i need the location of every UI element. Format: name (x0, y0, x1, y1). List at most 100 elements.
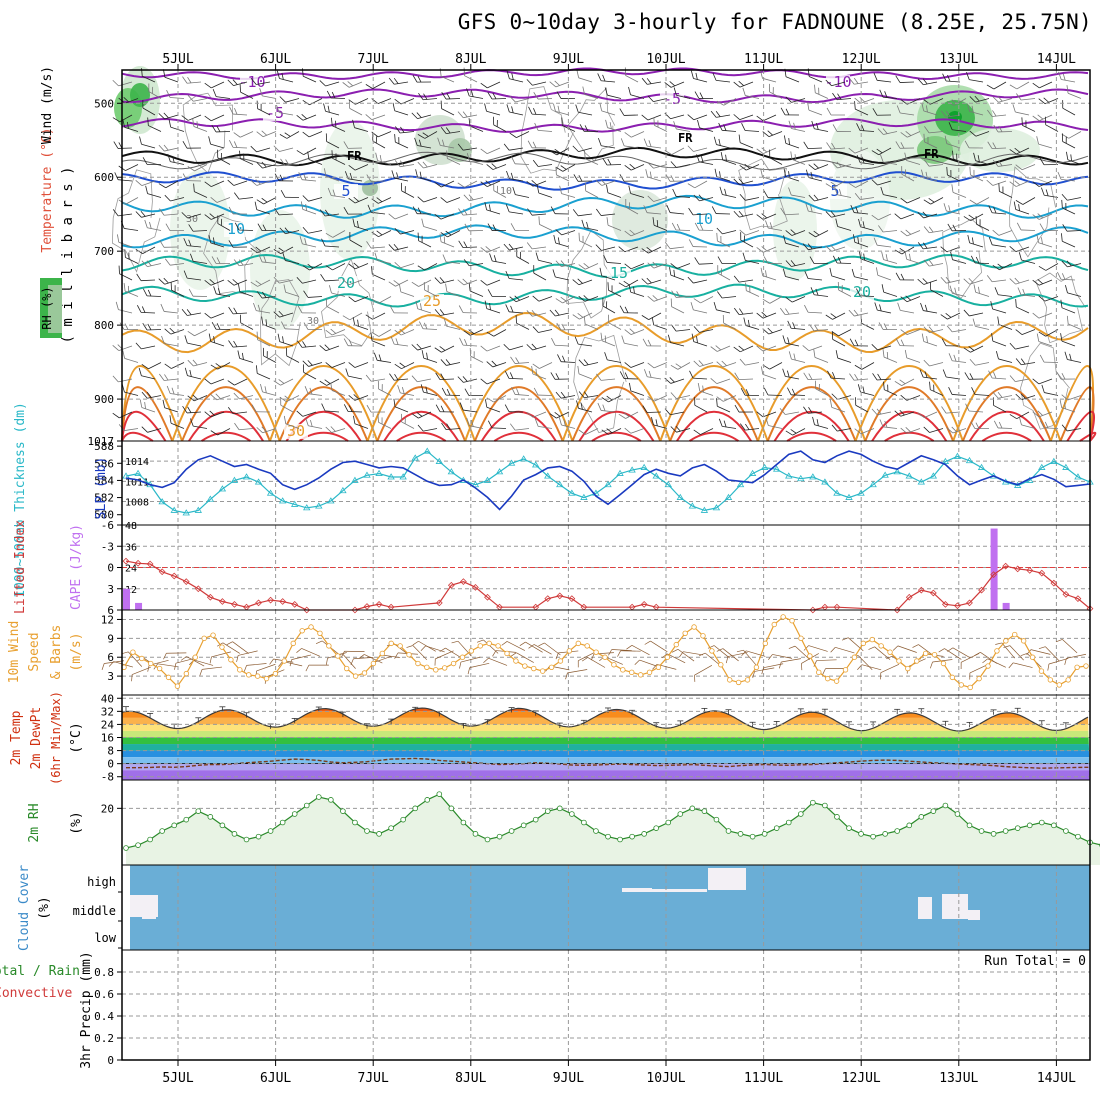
wind-barb-flag (788, 351, 792, 360)
rh2m-point (171, 822, 178, 829)
wind-barb (549, 80, 570, 88)
wind-barb-flag (628, 202, 631, 210)
wind10m-barb-shaft (952, 647, 971, 659)
wind-barb-shaft (739, 142, 754, 149)
wind-barb-flag (647, 162, 654, 169)
wind10m-barb (736, 649, 757, 666)
wind-barb-flag (493, 116, 495, 125)
wind-barb-flag (416, 343, 422, 350)
wind-barb-flag (531, 309, 537, 316)
wind10m-barb (761, 663, 784, 675)
thickness-point (423, 447, 431, 454)
wind-barb-flag (493, 182, 495, 191)
wind-barb-flag (687, 183, 695, 189)
temperature-contour (121, 151, 1089, 171)
thickness-point (399, 473, 407, 480)
wind-barb-flag (204, 115, 212, 122)
lifted-index-point (652, 603, 660, 611)
wind-barb-flag (992, 159, 999, 167)
wind-barb-flag (1061, 233, 1063, 242)
wind-barb-flag (646, 78, 652, 84)
wind-barb-shaft (554, 344, 570, 347)
wind-barb-flag (506, 70, 510, 79)
wind-barb-shaft (693, 78, 708, 83)
wind-barb (415, 300, 432, 314)
wind-barb (671, 290, 691, 298)
wind-barb-shaft (877, 345, 892, 351)
wind-barb-shaft (670, 378, 685, 384)
wind-barb-flag (325, 329, 333, 336)
wind-barb-shaft (556, 174, 570, 182)
wind-barb (670, 425, 691, 433)
wind-barb-shaft (423, 164, 438, 169)
wind-barb-flag (283, 284, 287, 293)
wind-barb-flag (604, 352, 608, 361)
wind-barb-flag (619, 371, 625, 379)
wind-barb (597, 402, 616, 413)
wind-barb-shaft (745, 230, 760, 236)
wind-barb-shaft (906, 329, 921, 335)
wind10m-barb-flag (226, 641, 233, 646)
wind-barb (162, 399, 179, 413)
wind-barb (940, 276, 961, 284)
wind-barb (250, 145, 271, 153)
wind-barb-flag (973, 152, 976, 161)
wind-barb (1032, 81, 1053, 89)
wind-barb (572, 312, 593, 320)
wind-barb-shaft (900, 112, 915, 116)
wind-barb-flag (466, 88, 470, 97)
wind-barb (641, 77, 662, 85)
wind-barb-flag (900, 197, 908, 204)
rh2m-point (797, 811, 804, 817)
wind-barb-flag (576, 400, 579, 409)
wind-barb-flag (975, 256, 980, 264)
wind-barb (900, 131, 921, 138)
wind10m-barb-shaft (193, 659, 214, 666)
wind-barb-flag (900, 132, 908, 138)
wind10m-barb-flag (459, 661, 462, 669)
wind10m-point (1083, 663, 1089, 669)
wind-barb (366, 404, 386, 413)
wind-barb-flag (527, 208, 533, 216)
wind-barb-shaft (400, 230, 415, 235)
wind10m-barb (699, 652, 722, 667)
wind-barb-flag (1060, 333, 1063, 342)
wind-barb-flag (400, 413, 403, 422)
wind-barb-shaft (515, 362, 530, 364)
wind-barb-shaft (1038, 312, 1053, 319)
wind-barb-flag (1070, 154, 1072, 162)
wind-barb-shaft (762, 213, 777, 220)
wind-barb-flag (204, 411, 212, 418)
wind-barb-flag (112, 79, 119, 87)
wind-barb (780, 207, 800, 216)
wind-barb (895, 338, 915, 347)
wind-barb-flag (641, 114, 649, 121)
wind-barb-flag (948, 386, 953, 395)
wind-barb-shaft (768, 329, 783, 335)
wind-barb-flag (256, 100, 258, 109)
wind-barb (998, 183, 1013, 198)
wind-barb (112, 79, 133, 87)
wind-barb-flag (756, 411, 764, 418)
wind-barb-shaft (946, 114, 961, 118)
wind-barb-flag (944, 135, 948, 144)
wind10m-barb (483, 657, 508, 666)
wind-barb-flag (463, 67, 465, 76)
wind-barb-flag (228, 340, 234, 348)
wind-barb-flag (139, 136, 142, 145)
wind-barb (158, 144, 179, 152)
wind-barb-flag (963, 309, 970, 317)
wind-barb-shaft (331, 390, 346, 396)
wind-barb-shaft (372, 81, 386, 89)
wind10m-barb-flag (1064, 658, 1067, 665)
wind-barb (550, 206, 570, 215)
cape-tick-label: 24 (125, 564, 137, 575)
wind-barb-shaft (578, 407, 593, 413)
wind-barb-shaft (239, 197, 254, 200)
wind10m-point (566, 648, 573, 654)
wind-barb-flag (928, 226, 934, 233)
wind-barb (756, 147, 777, 155)
thickness-axis-label: 1000~500mb Thickness (dm) (13, 402, 28, 598)
rh2m-point (195, 808, 202, 814)
wind-barb-flag (628, 86, 631, 95)
